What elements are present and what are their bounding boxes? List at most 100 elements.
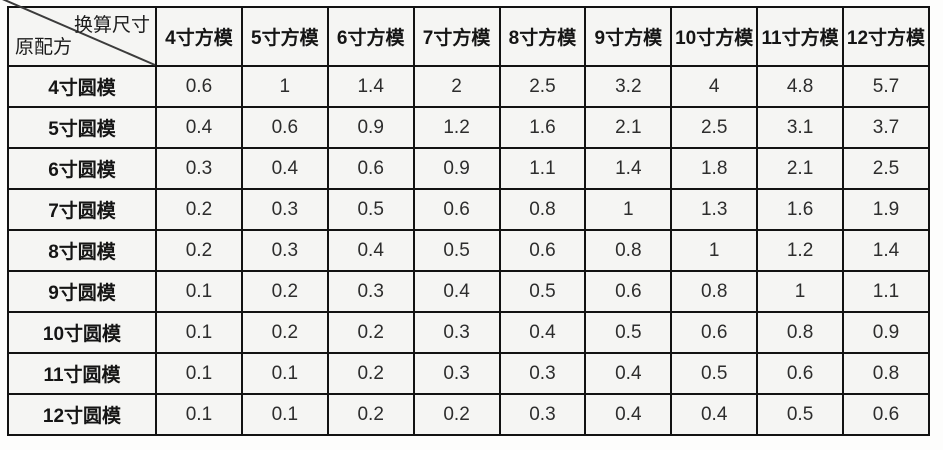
value-cell: 0.4 (155, 106, 243, 149)
value-cell: 1.4 (326, 65, 415, 108)
value-cell: 1 (670, 229, 759, 272)
value-cell: 0.1 (155, 270, 243, 313)
value-cell: 2 (412, 65, 501, 108)
value-cell: 0.3 (240, 188, 329, 231)
value-cell: 2.5 (670, 106, 759, 149)
value-cell: 2.1 (584, 106, 673, 149)
value-cell: 0.2 (155, 229, 243, 272)
value-cell: 2.1 (756, 147, 844, 190)
value-cell: 2.5 (498, 65, 587, 108)
value-cell: 2.5 (842, 147, 930, 190)
col-header-5: 8寸方模 (498, 6, 587, 67)
table-row: 11寸圆模 0.1 0.1 0.2 0.3 0.3 0.4 0.5 0.6 0.8 (7, 352, 930, 395)
value-cell: 0.4 (584, 352, 673, 395)
value-cell: 0.6 (240, 106, 329, 149)
value-cell: 1.6 (756, 188, 844, 231)
row-header: 10寸圆模 (7, 311, 157, 354)
corner-label-conversion-size: 换算尺寸 (73, 15, 150, 36)
col-header-2: 5寸方模 (240, 6, 329, 67)
value-cell: 0.3 (326, 270, 415, 313)
value-cell: 1.1 (842, 270, 930, 313)
value-cell: 0.2 (326, 311, 415, 354)
value-cell: 1 (240, 65, 329, 108)
value-cell: 0.5 (498, 270, 587, 313)
table-body: 4寸圆模 0.6 1 1.4 2 2.5 3.2 4 4.8 5.7 5寸圆模 0.4 0.6 0.9 1.… (7, 65, 930, 436)
table-row: 9寸圆模 0.1 0.2 0.3 0.4 0.5 0.6 0.8 1 1.1 (7, 270, 930, 313)
value-cell: 0.4 (584, 393, 673, 436)
value-cell: 0.4 (326, 229, 415, 272)
value-cell: 0.9 (326, 106, 415, 149)
value-cell: 0.3 (498, 352, 587, 395)
value-cell: 1.9 (842, 188, 930, 231)
value-cell: 0.8 (498, 188, 587, 231)
value-cell: 0.2 (240, 270, 329, 313)
value-cell: 0.6 (842, 393, 930, 436)
table-row: 8寸圆模 0.2 0.3 0.4 0.5 0.6 0.8 1 1.2 1.4 (7, 229, 930, 272)
value-cell: 0.1 (155, 393, 243, 436)
value-cell: 3.7 (842, 106, 930, 149)
value-cell: 0.5 (670, 352, 759, 395)
value-cell: 0.6 (498, 229, 587, 272)
table-row: 6寸圆模 0.3 0.4 0.6 0.9 1.1 1.4 1.8 2.1 2.5 (7, 147, 930, 190)
value-cell: 0.6 (412, 188, 501, 231)
table-row: 12寸圆模 0.1 0.1 0.2 0.2 0.3 0.4 0.4 0.5 0.6 (7, 393, 930, 436)
value-cell: 0.4 (240, 147, 329, 190)
col-header-4: 7寸方模 (412, 6, 501, 67)
corner-label-original-recipe: 原配方 (15, 37, 73, 59)
col-header-9: 12寸方模 (842, 6, 930, 67)
value-cell: 0.8 (842, 352, 930, 395)
value-cell: 0.6 (326, 147, 415, 190)
row-header: 9寸圆模 (7, 270, 157, 313)
value-cell: 1.4 (842, 229, 930, 272)
col-header-7: 10寸方模 (670, 6, 759, 67)
value-cell: 1 (756, 270, 844, 313)
value-cell: 0.5 (412, 229, 501, 272)
row-header: 7寸圆模 (7, 188, 157, 231)
value-cell: 0.2 (326, 352, 415, 395)
value-cell: 0.1 (240, 393, 329, 436)
value-cell: 4.8 (756, 65, 844, 108)
value-cell: 0.1 (155, 311, 243, 354)
value-cell: 0.9 (412, 147, 501, 190)
value-cell: 1.8 (670, 147, 759, 190)
value-cell: 0.3 (155, 147, 243, 190)
row-header: 6寸圆模 (7, 147, 157, 190)
col-header-3: 6寸方模 (326, 6, 415, 67)
value-cell: 0.8 (756, 311, 844, 354)
value-cell: 0.3 (240, 229, 329, 272)
value-cell: 0.4 (412, 270, 501, 313)
value-cell: 0.6 (584, 270, 673, 313)
value-cell: 0.2 (326, 393, 415, 436)
value-cell: 1.2 (412, 106, 501, 149)
value-cell: 0.2 (240, 311, 329, 354)
value-cell: 0.5 (584, 311, 673, 354)
corner-cell: 换算尺寸 原配方 (2, 0, 157, 67)
value-cell: 1.1 (498, 147, 587, 190)
value-cell: 1.4 (584, 147, 673, 190)
row-header: 11寸圆模 (7, 352, 157, 395)
col-header-6: 9寸方模 (584, 6, 673, 67)
value-cell: 1.3 (670, 188, 759, 231)
value-cell: 0.9 (842, 311, 930, 354)
table-row: 7寸圆模 0.2 0.3 0.5 0.6 0.8 1 1.3 1.6 1.9 (7, 188, 930, 231)
value-cell: 0.8 (584, 229, 673, 272)
value-cell: 0.3 (412, 311, 501, 354)
value-cell: 3.2 (584, 65, 673, 108)
value-cell: 0.4 (498, 311, 587, 354)
col-header-1: 4寸方模 (155, 6, 243, 67)
table-row: 10寸圆模 0.1 0.2 0.2 0.3 0.4 0.5 0.6 0.8 0.9 (7, 311, 930, 354)
row-header: 5寸圆模 (7, 106, 157, 149)
value-cell: 0.6 (670, 311, 759, 354)
value-cell: 4 (670, 65, 759, 108)
value-cell: 1 (584, 188, 673, 231)
table-row: 4寸圆模 0.6 1 1.4 2 2.5 3.2 4 4.8 5.7 (7, 65, 930, 108)
value-cell: 1.2 (756, 229, 844, 272)
value-cell: 0.1 (155, 352, 243, 395)
value-cell: 0.5 (326, 188, 415, 231)
value-cell: 1.6 (498, 106, 587, 149)
value-cell: 0.2 (412, 393, 501, 436)
value-cell: 3.1 (756, 106, 844, 149)
value-cell: 0.6 (155, 65, 243, 108)
value-cell: 0.3 (498, 393, 587, 436)
col-header-8: 11寸方模 (756, 6, 844, 67)
